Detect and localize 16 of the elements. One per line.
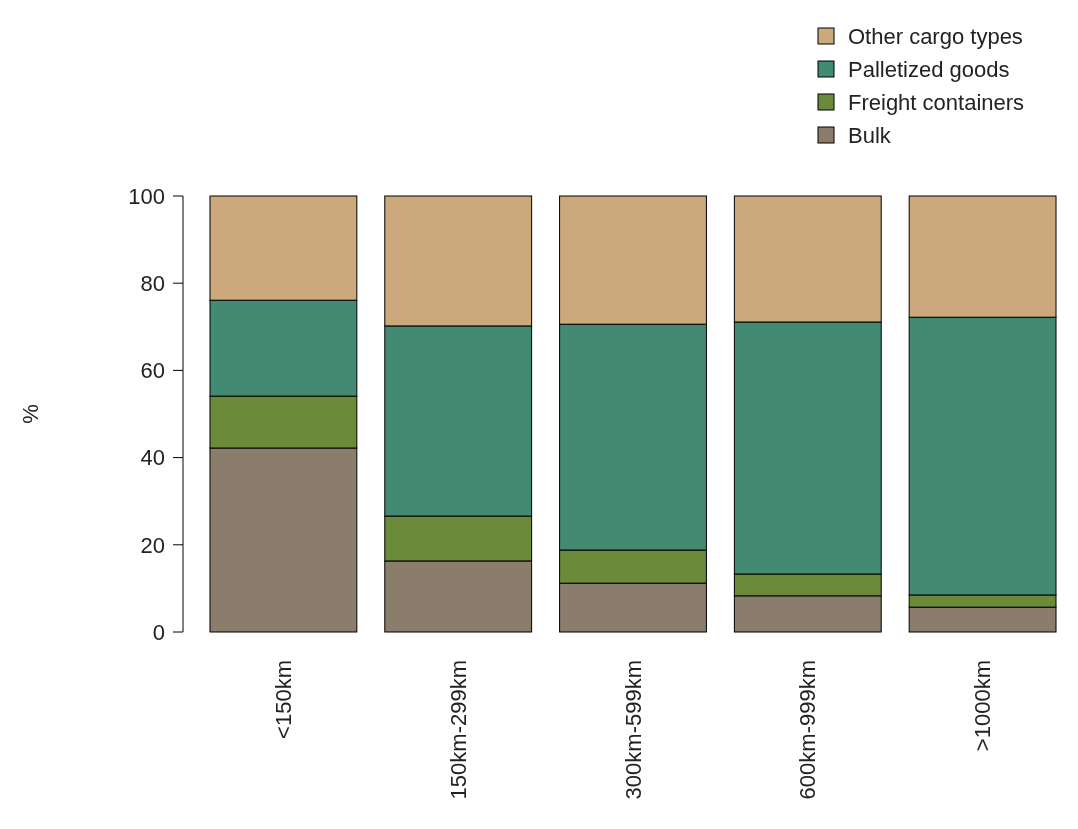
x-tick-label: <150km <box>271 660 297 739</box>
y-tick-label: 80 <box>140 270 165 296</box>
y-axis-title: % <box>18 404 43 424</box>
x-tick-label: 600km-999km <box>795 660 821 800</box>
x-tick-label: 150km-299km <box>445 660 471 800</box>
y-tick-label: 100 <box>128 183 165 209</box>
legend-label: Bulk <box>848 122 892 148</box>
legend-label: Other cargo types <box>848 23 1023 49</box>
y-tick-label: 20 <box>140 532 165 558</box>
x-tick-label: >1000km <box>970 660 996 752</box>
legend-label: Freight containers <box>848 89 1025 115</box>
y-tick-label: 0 <box>152 619 165 645</box>
y-tick-label: 40 <box>140 445 165 471</box>
legend-label: Palletized goods <box>848 56 1010 82</box>
x-tick-label: 300km-599km <box>620 660 646 800</box>
y-tick-label: 60 <box>140 358 165 384</box>
